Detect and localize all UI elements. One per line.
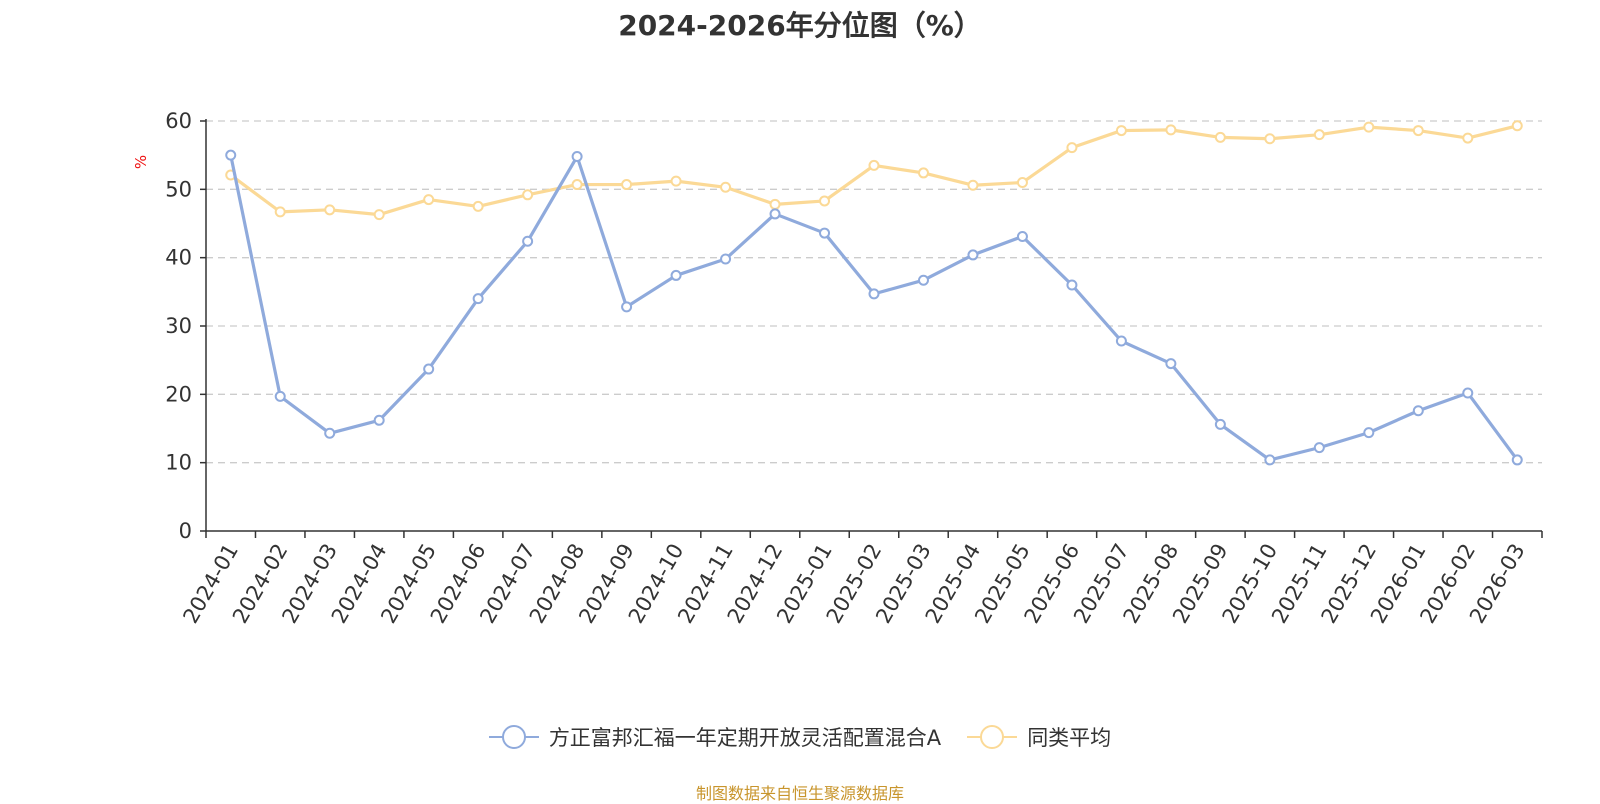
source-note: 制图数据来自恒生聚源数据库 <box>695 784 904 803</box>
data-point[interactable] <box>967 179 979 191</box>
data-point[interactable] <box>1313 129 1325 141</box>
data-point[interactable] <box>1511 454 1523 466</box>
data-point[interactable] <box>1412 405 1424 417</box>
y-tick-label: 30 <box>165 314 192 338</box>
data-point[interactable] <box>917 274 929 286</box>
data-point[interactable] <box>1511 120 1523 132</box>
data-point[interactable] <box>621 301 633 313</box>
data-point[interactable] <box>621 179 633 191</box>
y-tick-label: 40 <box>165 246 192 270</box>
data-point[interactable] <box>967 249 979 261</box>
data-point[interactable] <box>472 293 484 305</box>
data-point[interactable] <box>670 175 682 187</box>
data-point[interactable] <box>423 194 435 206</box>
data-point[interactable] <box>1462 387 1474 399</box>
data-point[interactable] <box>1363 427 1375 439</box>
data-point[interactable] <box>1115 335 1127 347</box>
data-point[interactable] <box>1115 125 1127 137</box>
legend: 方正富邦汇福一年定期开放灵活配置混合A 同类平均 <box>0 722 1600 752</box>
series-1 <box>225 120 1523 221</box>
data-point[interactable] <box>324 427 336 439</box>
data-point[interactable] <box>868 288 880 300</box>
data-point[interactable] <box>720 253 732 265</box>
grid-lines <box>206 120 1542 464</box>
data-point[interactable] <box>1412 125 1424 137</box>
data-point[interactable] <box>472 200 484 212</box>
data-point[interactable] <box>1066 279 1078 291</box>
data-point[interactable] <box>522 189 534 201</box>
chart-title: 2024-2026年分位图（%） <box>618 9 982 42</box>
data-point[interactable] <box>1016 177 1028 188</box>
series-lines <box>225 120 1523 466</box>
data-point[interactable] <box>917 167 929 179</box>
legend-label-peer-average: 同类平均 <box>1027 726 1112 750</box>
y-tick-label: 20 <box>165 382 192 406</box>
data-point[interactable] <box>1313 442 1325 454</box>
y-tick-label: 0 <box>179 519 192 543</box>
data-point[interactable] <box>1214 131 1226 143</box>
data-point[interactable] <box>423 363 435 375</box>
data-point[interactable] <box>868 159 880 171</box>
legend-item-fund[interactable]: 方正富邦汇福一年定期开放灵活配置混合A <box>488 722 942 752</box>
data-point[interactable] <box>373 414 385 426</box>
data-point[interactable] <box>571 179 583 191</box>
data-point[interactable] <box>571 151 583 163</box>
data-point[interactable] <box>324 204 336 216</box>
y-tick-label: 10 <box>165 451 192 475</box>
data-point[interactable] <box>1016 230 1028 242</box>
y-axis-unit-label: % <box>132 155 150 169</box>
data-point[interactable] <box>720 181 732 193</box>
data-point[interactable] <box>1462 132 1474 144</box>
legend-label-fund: 方正富邦汇福一年定期开放灵活配置混合A <box>548 726 942 750</box>
data-point[interactable] <box>274 390 286 402</box>
y-tick-label: 60 <box>165 109 192 133</box>
axes: 01020304050602024-012024-022024-032024-0… <box>165 109 1543 627</box>
y-tick-label: 50 <box>165 177 192 201</box>
legend-line-circle-icon <box>488 724 539 750</box>
data-point[interactable] <box>769 208 781 220</box>
legend-line-circle-icon <box>967 724 1018 750</box>
data-point[interactable] <box>769 198 781 210</box>
series-0 <box>225 149 1523 466</box>
data-point[interactable] <box>1363 121 1375 133</box>
data-point[interactable] <box>819 195 831 207</box>
data-point[interactable] <box>225 149 237 161</box>
data-point[interactable] <box>1214 418 1226 430</box>
data-point[interactable] <box>1165 358 1177 370</box>
data-point[interactable] <box>373 209 385 221</box>
data-point[interactable] <box>1165 124 1177 136</box>
data-point[interactable] <box>274 206 286 218</box>
data-point[interactable] <box>1264 454 1276 466</box>
data-point[interactable] <box>1066 142 1078 154</box>
legend-item-peer-average[interactable]: 同类平均 <box>967 722 1111 752</box>
data-point[interactable] <box>670 269 682 281</box>
data-point[interactable] <box>819 227 831 239</box>
data-point[interactable] <box>1264 133 1276 145</box>
data-point[interactable] <box>522 235 534 247</box>
